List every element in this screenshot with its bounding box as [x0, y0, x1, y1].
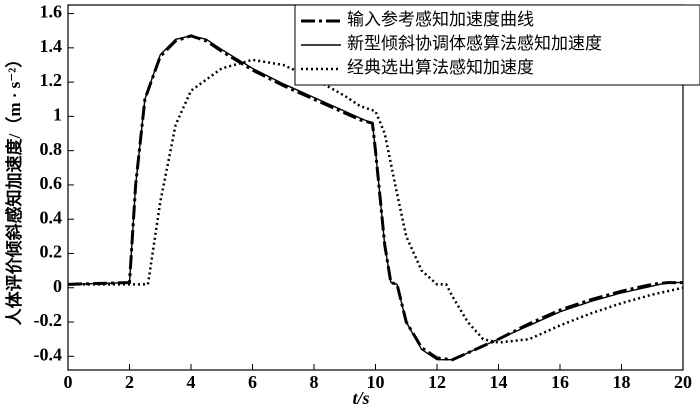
- legend-label: 输入参考感知加速度曲线: [347, 10, 534, 29]
- y-tick-label: 0.2: [40, 242, 63, 262]
- x-tick-label: 18: [613, 372, 631, 392]
- x-tick-label: 2: [125, 372, 134, 392]
- y-tick-label: 1.6: [40, 2, 63, 22]
- y-tick-label: -0.2: [34, 310, 63, 330]
- y-tick-label: -0.4: [34, 344, 63, 364]
- y-tick-label: 0.4: [40, 207, 63, 227]
- legend-label: 经典选出算法感知加速度: [347, 58, 534, 77]
- y-tick-label: 0.6: [40, 173, 63, 193]
- series-line: [68, 58, 684, 344]
- x-tick-label: 16: [551, 372, 569, 392]
- x-axis-label: t/s: [352, 388, 369, 408]
- y-tick-label: 0: [53, 276, 62, 296]
- x-tick-label: 6: [248, 372, 257, 392]
- x-tick-label: 4: [187, 372, 196, 392]
- series-line: [67, 35, 683, 361]
- x-tick-label: 12: [428, 372, 446, 392]
- x-tick-label: 8: [310, 372, 319, 392]
- legend-label: 新型倾斜协调体感算法感知加速度: [347, 34, 602, 53]
- y-tick-label: 0.8: [40, 139, 63, 159]
- x-tick-label: 20: [674, 372, 692, 392]
- y-axis-label: 人体评价倾斜感知加速度/（m · s⁻²）: [4, 51, 24, 326]
- x-tick-label: 10: [367, 372, 385, 392]
- y-tick-label: 1.2: [40, 70, 63, 90]
- y-tick-label: 1.4: [40, 36, 63, 56]
- y-tick-label: 1: [53, 105, 62, 125]
- x-tick-label: 14: [490, 372, 508, 392]
- legend-box: [294, 4, 700, 86]
- x-tick-label: 0: [64, 372, 73, 392]
